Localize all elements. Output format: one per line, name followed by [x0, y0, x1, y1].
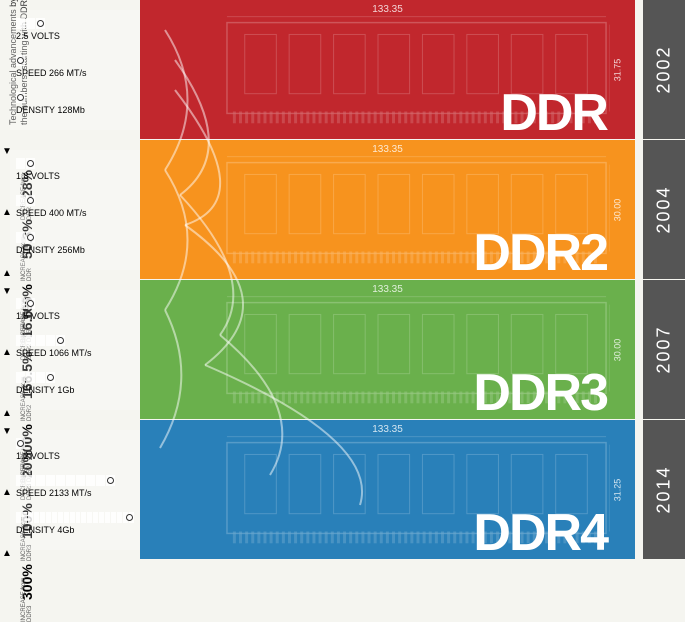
height-dim: 31.75 — [613, 58, 623, 81]
density-spec: DENSITY 256Mb — [16, 232, 134, 255]
height-dim: 31.25 — [613, 478, 623, 501]
width-dim: 133.35 — [372, 284, 403, 295]
volts-spec: 1.5 VOLTS — [16, 298, 134, 321]
row-ddr4: 133.35 31.25 DDR4 1.2 VOLTS SPEED 2133 M… — [60, 420, 635, 559]
volts-spec: 1.8 VOLTS — [16, 158, 134, 181]
volts-spec: 2.5 VOLTS — [16, 18, 134, 41]
module-area: 133.35 31.25 DDR4 1.2 VOLTS SPEED 2133 M… — [140, 420, 635, 559]
row-ddr2: 133.35 30.00 DDR2 1.8 VOLTS SPEED 400 MT… — [60, 140, 635, 279]
module-area: 133.35 30.00 DDR3 1.5 VOLTS SPEED 1066 M… — [140, 280, 635, 419]
width-dim: 133.35 — [372, 424, 403, 435]
module-area: 133.35 30.00 DDR2 1.8 VOLTS SPEED 400 MT… — [140, 140, 635, 279]
width-dim: 133.35 — [372, 144, 403, 155]
speed-spec: SPEED 266 MT/s — [16, 55, 134, 78]
density-spec: DENSITY 4Gb — [16, 512, 134, 535]
generation-label: DDR4 — [473, 503, 607, 563]
height-dim: 30.00 — [613, 198, 623, 221]
module-area: 133.35 31.75 DDR 2.5 VOLTS SPEED 266 MT/… — [140, 0, 635, 139]
year-2014: 2014 — [643, 420, 685, 559]
volts-spec: 1.2 VOLTS — [16, 438, 134, 461]
generation-label: DDR — [500, 83, 607, 143]
density-spec: DENSITY 1Gb — [16, 372, 134, 395]
year-2002: 2002 — [643, 0, 685, 139]
speed-spec: SPEED 2133 MT/s — [16, 475, 134, 498]
speed-spec: SPEED 400 MT/s — [16, 195, 134, 218]
row-ddr3: 133.35 30.00 DDR3 1.5 VOLTS SPEED 1066 M… — [60, 280, 635, 419]
generation-label: DDR2 — [473, 223, 607, 283]
row-ddr: 133.35 31.75 DDR 2.5 VOLTS SPEED 266 MT/… — [60, 0, 635, 139]
year-2004: 2004 — [643, 140, 685, 279]
width-dim: 133.35 — [372, 4, 403, 15]
spec-box: 2.5 VOLTS SPEED 266 MT/s DENSITY 128Mb — [10, 10, 140, 130]
spec-box: 1.5 VOLTS SPEED 1066 MT/s DENSITY 1Gb — [10, 290, 140, 410]
year-column: 2002200420072014 — [643, 0, 685, 558]
spec-box: 1.8 VOLTS SPEED 400 MT/s DENSITY 256Mb — [10, 150, 140, 270]
height-dim: 30.00 — [613, 338, 623, 361]
speed-spec: SPEED 1066 MT/s — [16, 335, 134, 358]
year-2007: 2007 — [643, 280, 685, 419]
spec-box: 1.2 VOLTS SPEED 2133 MT/s DENSITY 4Gb — [10, 430, 140, 550]
density-spec: DENSITY 128Mb — [16, 92, 134, 115]
stat-item: ▲ 300% INCREASE from DDR3 — [2, 548, 52, 603]
main-panel: 133.35 31.75 DDR 2.5 VOLTS SPEED 266 MT/… — [60, 0, 635, 558]
generation-label: DDR3 — [473, 363, 607, 423]
